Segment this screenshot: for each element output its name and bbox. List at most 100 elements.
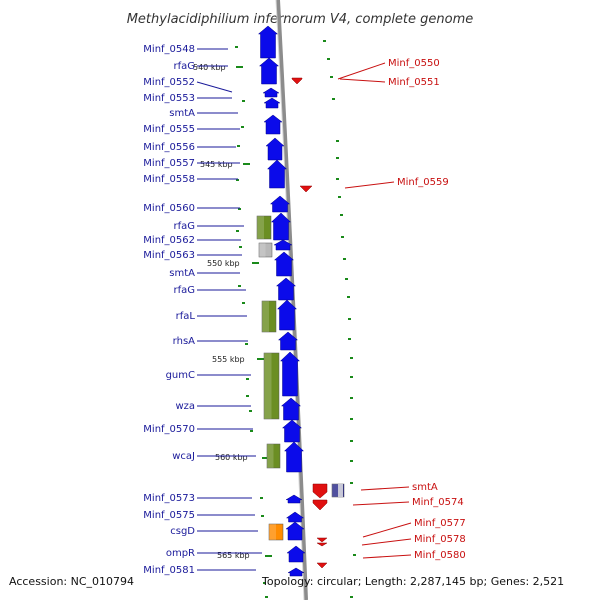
rna-feature-block <box>256 215 272 240</box>
leader-line-right <box>339 78 386 83</box>
gene-label-left: rfaG <box>173 221 195 232</box>
leader-line-left <box>196 81 233 93</box>
gc-skew-mark <box>350 397 353 399</box>
gc-skew-mark <box>330 76 333 78</box>
rna-feature-block-highlight <box>264 353 272 419</box>
gc-skew-mark <box>336 140 339 142</box>
gc-skew-mark <box>340 214 343 216</box>
forward-cds-arrow <box>273 251 295 277</box>
rna-feature-block-highlight <box>262 301 269 332</box>
leader-line-right <box>352 501 410 506</box>
gene-label-right: smtA <box>412 482 438 493</box>
gene-label-left: rhsA <box>173 336 195 347</box>
gc-skew-mark <box>235 46 238 48</box>
forward-cds-arrow <box>265 137 285 161</box>
gene-label-right: Minf_0550 <box>388 58 440 69</box>
gene-label-right: Minf_0580 <box>414 550 466 561</box>
forward-cds-arrow <box>287 567 305 577</box>
forward-cds-arrow <box>257 25 279 59</box>
gene-label-left: smtA <box>169 108 195 119</box>
gene-label-left: rfaG <box>173 285 195 296</box>
gene-label-left: csgD <box>170 526 195 537</box>
gene-label-left: Minf_0575 <box>143 510 195 521</box>
forward-cds-arrow <box>285 511 305 523</box>
leader-line-right <box>362 554 412 559</box>
gc-skew-mark <box>242 100 245 102</box>
gc-skew-mark <box>260 497 263 499</box>
gc-skew-mark <box>350 418 353 420</box>
orange-feature-block <box>268 523 284 541</box>
gene-label-left: Minf_0558 <box>143 174 195 185</box>
gc-skew-mark <box>350 440 353 442</box>
gene-label-left: Minf_0563 <box>143 250 195 261</box>
rna-feature-block-highlight <box>267 444 274 468</box>
gc-skew-mark <box>350 482 353 484</box>
forward-cds-arrow <box>263 97 281 109</box>
reverse-cds-arrow <box>291 77 303 85</box>
gc-skew-mark <box>353 554 356 556</box>
gc-skew-mark <box>245 343 248 345</box>
gene-label-left: Minf_0581 <box>143 565 195 576</box>
gene-label-left: rfaL <box>176 311 196 322</box>
reverse-cds-arrow <box>316 562 328 569</box>
topology-text: Topology: circular; Length: 2,287,145 bp… <box>262 575 565 588</box>
gene-label-right: Minf_0574 <box>412 497 464 508</box>
reverse-cds-arrow <box>312 499 328 511</box>
gene-label-left: wza <box>175 401 195 412</box>
forward-cds-arrow <box>266 159 288 189</box>
gene-label-right: Minf_0578 <box>414 534 466 545</box>
forward-cds-arrow <box>279 351 301 397</box>
kbp-tick-label: 540 kbp <box>193 63 226 72</box>
rna-feature-block-highlight <box>257 216 264 239</box>
gc-skew-mark <box>236 230 239 232</box>
kbp-tick-label: 555 kbp <box>212 355 245 364</box>
mixed-feature-block-light <box>338 484 343 497</box>
forward-cds-arrow <box>263 114 283 135</box>
gene-label-right: Minf_0559 <box>397 177 449 188</box>
gene-label-left: Minf_0560 <box>143 203 195 214</box>
gray-feature-block-highlight <box>259 243 266 257</box>
leader-line-right <box>361 538 412 546</box>
forward-cds-arrow <box>258 57 280 85</box>
reverse-cds-arrow <box>299 185 313 193</box>
forward-cds-arrow <box>276 299 298 331</box>
accession-text: Accession: NC_010794 <box>9 575 135 588</box>
gc-skew-mark <box>263 582 266 584</box>
gc-skew-mark <box>238 285 241 287</box>
gc-skew-mark <box>238 208 241 210</box>
gene-label-left: Minf_0553 <box>143 93 195 104</box>
gc-skew-mark <box>246 395 249 397</box>
gene-label-left: Minf_0562 <box>143 235 195 246</box>
gc-skew-mark <box>250 430 253 432</box>
gc-skew-mark <box>350 596 353 598</box>
leader-line-right <box>337 62 386 80</box>
rna-feature-block <box>263 352 280 420</box>
gene-label-left: Minf_0570 <box>143 424 195 435</box>
forward-cds-arrow <box>280 397 302 421</box>
gc-skew-mark <box>345 278 348 280</box>
gc-skew-mark <box>350 357 353 359</box>
gene-label-left: wcaJ <box>172 451 195 462</box>
gc-skew-mark <box>338 196 341 198</box>
gc-skew-mark <box>336 178 339 180</box>
forward-cds-arrow <box>286 545 306 563</box>
gc-skew-mark <box>347 296 350 298</box>
gc-skew-mark <box>323 40 326 42</box>
gc-skew-mark <box>350 376 353 378</box>
gene-label-left: smtA <box>169 268 195 279</box>
gene-label-left: Minf_0557 <box>143 158 195 169</box>
forward-cds-arrow <box>285 521 305 541</box>
reverse-cds-arrow <box>316 542 328 547</box>
leader-line-right <box>344 181 395 189</box>
gene-label-right: Minf_0551 <box>388 77 440 88</box>
kbp-tick-label: 545 kbp <box>200 160 233 169</box>
gc-skew-mark <box>236 179 239 181</box>
gc-skew-mark <box>343 258 346 260</box>
gene-label-left: gumC <box>166 370 195 381</box>
gene-label-left: Minf_0556 <box>143 142 195 153</box>
kbp-tick-label: 550 kbp <box>207 259 240 268</box>
orange-feature-block-highlight <box>269 524 276 540</box>
gc-skew-mark <box>261 515 264 517</box>
forward-cds-arrow <box>275 277 297 301</box>
